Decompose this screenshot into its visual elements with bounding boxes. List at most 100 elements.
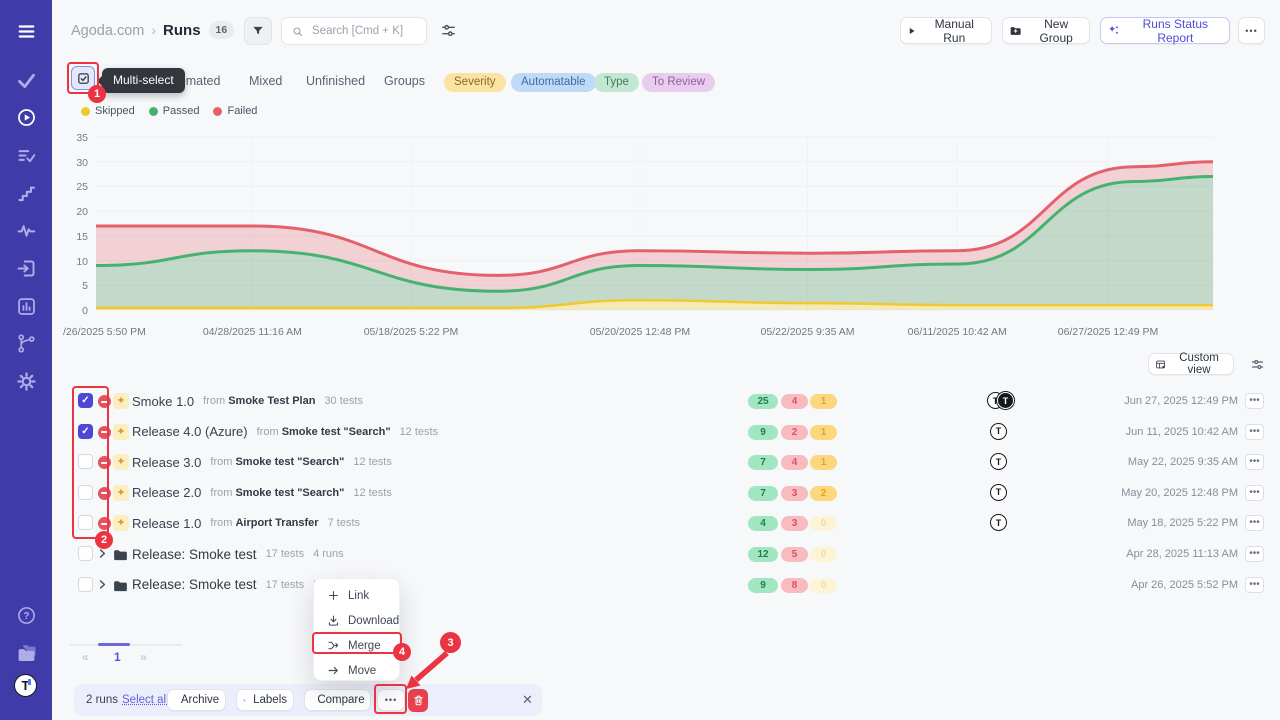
run-source: from Smoke test "Search" bbox=[210, 456, 344, 468]
row-more-button[interactable]: ••• bbox=[1245, 515, 1264, 531]
group-name[interactable]: Release: Smoke test bbox=[132, 547, 257, 562]
chevron-right-icon[interactable] bbox=[95, 546, 110, 566]
menu-item-link[interactable]: Link bbox=[314, 583, 401, 608]
unresolved-status-icon bbox=[98, 517, 111, 530]
table-row[interactable]: ✓✦Smoke 1.0from Smoke Test Plan30 tests2… bbox=[0, 386, 1280, 416]
run-date: May 22, 2025 9:35 AM bbox=[1128, 447, 1238, 477]
failed-count-badge: 4 bbox=[781, 394, 808, 409]
skipped-count-badge: 2 bbox=[810, 486, 837, 501]
search-box[interactable] bbox=[281, 17, 427, 45]
select-all-link[interactable]: Select all bbox=[122, 684, 169, 716]
pagination-page-1[interactable]: 1 bbox=[114, 650, 121, 664]
pagination-prev[interactable]: « bbox=[82, 650, 89, 664]
compare-button[interactable]: Compare bbox=[304, 689, 371, 711]
unresolved-status-icon bbox=[98, 395, 111, 408]
x-axis-tick: /26/2025 5:50 PM bbox=[63, 326, 146, 338]
failed-count-badge: 3 bbox=[781, 516, 808, 531]
passed-count-badge: 9 bbox=[748, 425, 778, 440]
run-name[interactable]: Release 4.0 (Azure) bbox=[132, 424, 248, 439]
row-more-button[interactable]: ••• bbox=[1245, 424, 1264, 440]
row-more-button[interactable]: ••• bbox=[1245, 454, 1264, 470]
pagination-next[interactable]: » bbox=[140, 650, 147, 664]
table-row-group[interactable]: Release: Smoke test17 tests4 runs1250Apr… bbox=[0, 539, 1280, 569]
filter-button[interactable] bbox=[244, 17, 272, 45]
runs-play-icon[interactable] bbox=[0, 105, 52, 131]
row-more-button[interactable]: ••• bbox=[1245, 485, 1264, 501]
view-settings-icon[interactable] bbox=[440, 22, 457, 39]
run-name[interactable]: Release 3.0 bbox=[132, 455, 201, 470]
table-row[interactable]: ✦Release 1.0from Airport Transfer7 tests… bbox=[0, 508, 1280, 538]
header-more-button[interactable]: ••• bbox=[1238, 17, 1265, 44]
search-input[interactable] bbox=[310, 24, 417, 38]
skipped-count-badge: 1 bbox=[810, 425, 837, 440]
tab-mixed[interactable]: Mixed bbox=[249, 74, 282, 88]
folder-icon bbox=[112, 546, 129, 568]
custom-view-button[interactable]: Custom view bbox=[1148, 353, 1234, 375]
unresolved-status-icon bbox=[98, 487, 111, 500]
filter-badge-severity[interactable]: Severity bbox=[444, 73, 506, 92]
avatar: T bbox=[990, 514, 1007, 531]
svg-text:?: ? bbox=[23, 611, 29, 622]
help-icon[interactable]: ? bbox=[0, 602, 52, 628]
avatar: T bbox=[990, 484, 1007, 501]
close-action-bar-icon[interactable]: ✕ bbox=[522, 684, 533, 716]
run-name[interactable]: Smoke 1.0 bbox=[132, 394, 194, 409]
row-checkbox[interactable] bbox=[78, 577, 93, 592]
sidebar: ? T bbox=[0, 0, 52, 720]
row-checkbox[interactable] bbox=[78, 515, 93, 530]
milestones-steps-icon[interactable] bbox=[0, 180, 52, 206]
table-row[interactable]: ✓✦Release 4.0 (Azure)from Smoke test "Se… bbox=[0, 417, 1280, 447]
row-more-button[interactable]: ••• bbox=[1245, 546, 1264, 562]
branches-icon[interactable] bbox=[0, 331, 52, 357]
download-icon bbox=[327, 614, 340, 627]
manual-run-button[interactable]: Manual Run bbox=[900, 17, 992, 44]
labels-button[interactable]: Labels bbox=[236, 689, 294, 711]
archive-button[interactable]: Archive bbox=[167, 689, 226, 711]
import-icon[interactable] bbox=[0, 256, 52, 282]
menu-item-move[interactable]: Move bbox=[314, 658, 401, 683]
row-checkbox[interactable] bbox=[78, 546, 93, 561]
folder-plus-icon bbox=[1009, 23, 1022, 38]
row-more-button[interactable]: ••• bbox=[1245, 577, 1264, 593]
table-row[interactable]: ✦Release 3.0from Smoke test "Search"12 t… bbox=[0, 447, 1280, 477]
chevron-right-icon[interactable] bbox=[95, 577, 110, 597]
menu-icon[interactable] bbox=[0, 18, 52, 44]
run-name[interactable]: Release 2.0 bbox=[132, 485, 201, 500]
sparkle-icon: ✦ bbox=[113, 485, 129, 501]
table-row-group[interactable]: Release: Smoke test17 tests7 runs980Apr … bbox=[0, 570, 1280, 600]
bulk-more-button[interactable]: ••• bbox=[377, 689, 405, 711]
filter-badge-type[interactable]: Type bbox=[594, 73, 639, 92]
menu-item-download[interactable]: Download bbox=[314, 608, 401, 633]
runs-status-report-button[interactable]: Runs Status Report bbox=[1100, 17, 1230, 44]
failed-count-badge: 2 bbox=[781, 425, 808, 440]
delete-button[interactable] bbox=[408, 689, 428, 712]
group-name[interactable]: Release: Smoke test bbox=[132, 577, 257, 592]
table-row[interactable]: ✦Release 2.0from Smoke test "Search"12 t… bbox=[0, 478, 1280, 508]
tests-check-icon[interactable] bbox=[0, 67, 52, 93]
run-source: from Airport Transfer bbox=[210, 517, 318, 529]
workspace-logo[interactable]: T bbox=[14, 674, 37, 697]
test-plans-icon[interactable] bbox=[0, 142, 52, 168]
row-more-button[interactable]: ••• bbox=[1245, 393, 1264, 409]
multi-select-checkbox-icon bbox=[76, 71, 91, 86]
row-checkbox[interactable] bbox=[78, 485, 93, 500]
tab-groups[interactable]: Groups bbox=[384, 74, 425, 88]
row-checkbox[interactable]: ✓ bbox=[78, 393, 93, 408]
table-settings-icon[interactable] bbox=[1250, 357, 1265, 372]
tab-unfinished[interactable]: Unfinished bbox=[306, 74, 365, 88]
row-checkbox[interactable]: ✓ bbox=[78, 424, 93, 439]
passed-count-badge: 12 bbox=[748, 547, 778, 562]
breadcrumb: Agoda.com›Runs16 bbox=[71, 21, 234, 40]
unresolved-status-icon bbox=[98, 426, 111, 439]
filter-badge-automatable[interactable]: Automatable bbox=[511, 73, 596, 92]
projects-folders-icon[interactable] bbox=[0, 641, 52, 667]
pulse-icon[interactable] bbox=[0, 218, 52, 244]
new-group-button[interactable]: New Group bbox=[1002, 17, 1090, 44]
run-name[interactable]: Release 1.0 bbox=[132, 516, 201, 531]
selected-count: 2 runs bbox=[86, 684, 118, 716]
analytics-icon[interactable] bbox=[0, 293, 52, 319]
filter-badge-to-review[interactable]: To Review bbox=[642, 73, 715, 92]
breadcrumb-project[interactable]: Agoda.com bbox=[71, 23, 144, 39]
row-checkbox[interactable] bbox=[78, 454, 93, 469]
menu-item-merge[interactable]: Merge bbox=[314, 633, 401, 658]
